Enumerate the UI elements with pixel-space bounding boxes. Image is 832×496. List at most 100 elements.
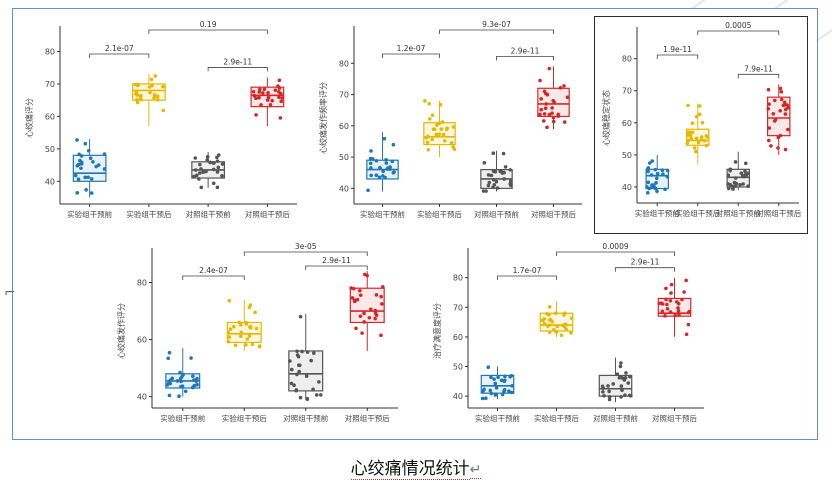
data-point [226,339,231,344]
data-point [309,358,313,363]
data-point [544,102,549,106]
data-point [73,173,78,178]
data-point [298,314,303,319]
p-value-label: 0.19 [200,20,217,29]
y-tick-label: 50 [622,151,632,160]
data-point [427,102,431,106]
data-point [280,96,285,100]
data-point [381,169,385,174]
data-point [495,186,500,190]
data-point [369,173,373,178]
data-point [692,146,697,150]
data-point [649,173,654,177]
data-point [358,314,363,318]
data-point [296,354,301,359]
data-point [360,331,364,335]
data-point [502,177,506,181]
data-point [493,392,498,397]
data-point [296,363,301,368]
data-point [135,100,140,105]
data-point [374,293,379,297]
data-point [211,181,216,186]
data-point [254,96,258,101]
data-point [496,375,500,380]
data-point [728,167,733,172]
data-point [779,97,784,102]
data-point [607,389,611,394]
data-point [493,381,498,386]
data-point [783,112,788,116]
data-point [388,165,392,169]
data-point [175,379,180,383]
comparison-bracket [305,265,368,270]
data-point [486,365,491,370]
data-point [545,92,550,97]
data-point [305,350,310,354]
x-tick-label: 实验组干预后 [126,209,171,219]
data-point [626,381,631,385]
data-point [743,161,748,166]
data-point [542,89,547,94]
data-point [355,297,360,302]
data-point [78,158,82,163]
chart-panel-2: 40 50 60 70 80 心绞痛发作频率评分 实验组干预前 实验组干预后 对照组干预前 对照组… [312,16,590,234]
data-point [607,395,612,399]
x-tick-label: 对照组干预前 [283,413,328,423]
data-point [500,392,505,397]
p-value-label: 3e-05 [295,242,317,251]
y-tick-label: 40 [137,393,147,402]
data-point [783,147,788,152]
data-point [545,125,549,130]
data-point [220,174,224,178]
data-point [489,375,493,380]
x-tick-label: 对照组干预后 [652,413,697,423]
data-point [646,167,650,171]
data-point [270,98,274,103]
data-point [278,116,283,120]
data-point [690,130,695,135]
x-tick-label: 实验组干预后 [675,208,720,218]
data-point [179,384,183,389]
y-tick-label: 60 [622,119,632,128]
data-point [193,156,198,160]
x-tick-label: 实验组干预后 [417,209,462,219]
comparison-bracket [148,29,268,34]
y-tick-label: 70 [339,91,349,100]
data-point [552,100,556,104]
data-point [391,142,396,147]
data-point [358,293,363,297]
comparison-bracket [496,56,554,61]
data-point [746,171,750,176]
x-tick-label: 实验组干预前 [160,413,205,423]
data-point [480,396,485,401]
data-point [645,191,650,195]
data-point [439,127,444,131]
data-point [384,161,389,165]
data-point [489,173,494,178]
data-point [199,167,203,171]
data-point [211,167,216,172]
data-point [358,288,362,293]
data-point [563,322,568,327]
data-point [266,91,270,95]
data-point [445,126,449,130]
data-point [438,102,443,107]
data-point [482,161,487,165]
data-point [192,378,196,382]
data-point [167,393,172,398]
data-point [657,301,662,306]
data-point [288,359,292,363]
data-point [743,169,747,174]
data-point [767,138,771,143]
data-point [305,397,310,401]
data-point [699,137,704,142]
data-point [254,326,259,331]
data-point [492,377,496,381]
data-point [279,99,284,104]
data-point [686,130,691,134]
y-tick-label: 60 [339,122,349,131]
data-point [619,384,624,388]
data-point [686,322,691,327]
data-point [278,91,283,96]
